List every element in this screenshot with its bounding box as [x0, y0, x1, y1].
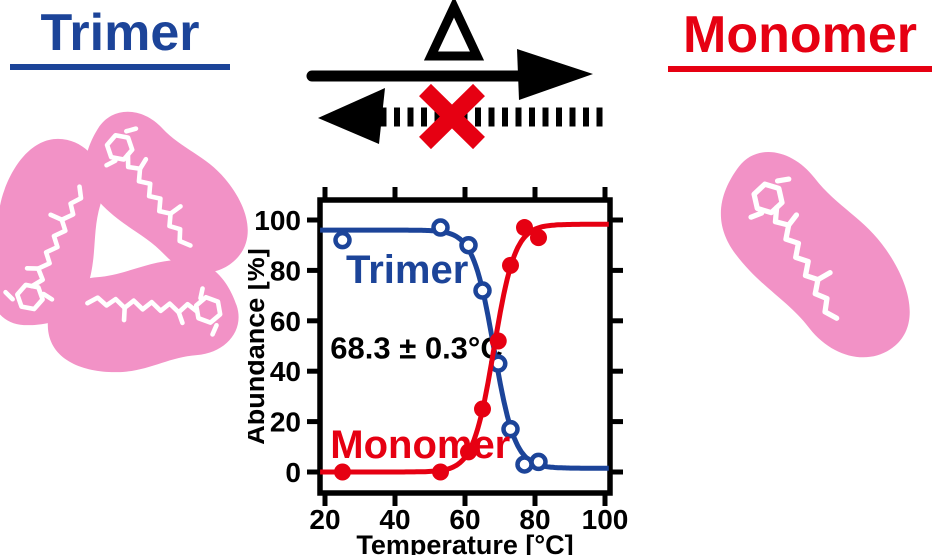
data-point-trimer [431, 218, 450, 237]
data-point-monomer [432, 463, 449, 481]
data-point-trimer [473, 281, 492, 300]
series-trimer: Trimer [320, 218, 609, 474]
data-point-monomer [460, 443, 477, 461]
series-monomer: Monomer [320, 219, 609, 481]
data-point-monomer [516, 219, 533, 237]
x-tick-label: 60 [449, 504, 480, 535]
monomer-illustration [692, 140, 933, 370]
delta-icon [423, 0, 485, 61]
y-tick-label: 60 [270, 306, 301, 337]
x-tick-label: 20 [309, 504, 340, 535]
trimer-heading: Trimer [10, 6, 230, 70]
y-tick-label: 0 [285, 457, 301, 488]
data-point-trimer [501, 419, 520, 439]
forward-arrow-icon [306, 49, 593, 100]
x-tick-label: 40 [379, 504, 410, 535]
axis-ticks: 20 40 60 80 100 0 20 40 60 80 100 [254, 187, 628, 535]
data-point-trimer [515, 455, 534, 474]
transition-temperature-annotation: 68.3 ± 0.3°C [330, 331, 502, 366]
x-tick-label: 100 [582, 504, 629, 535]
series-label-trimer: Trimer [346, 248, 468, 292]
red-cross-icon [419, 83, 485, 150]
y-tick-label: 80 [270, 255, 301, 286]
abundance-plot: 20 40 60 80 100 0 20 40 60 80 100 Temperature [°C] A… [248, 187, 628, 555]
data-point-monomer [334, 463, 351, 481]
data-point-monomer [530, 229, 547, 247]
data-point-monomer [502, 256, 519, 274]
x-tick-label: 80 [519, 504, 550, 535]
monomer-heading: Monomer [668, 8, 932, 72]
data-point-trimer [459, 235, 478, 255]
x-axis-title: Temperature [°C] [356, 530, 573, 555]
data-point-trimer [529, 452, 548, 472]
data-point-monomer [489, 332, 507, 350]
y-axis-title: Abundance [%] [248, 248, 270, 445]
monomer-molecule [692, 140, 933, 370]
data-point-monomer [474, 400, 491, 418]
y-tick-label: 20 [270, 407, 301, 438]
series-label-monomer: Monomer [330, 423, 510, 467]
y-tick-label: 100 [254, 205, 301, 236]
trimer-illustration [0, 110, 250, 385]
data-point-trimer [333, 230, 352, 250]
abundance-chart: 20 40 60 80 100 0 20 40 60 80 100 Temperature [°C] A… [248, 187, 628, 555]
reaction-scheme [306, 0, 605, 150]
blocked-reverse-arrow-icon [318, 88, 605, 144]
y-tick-label: 40 [270, 356, 301, 387]
